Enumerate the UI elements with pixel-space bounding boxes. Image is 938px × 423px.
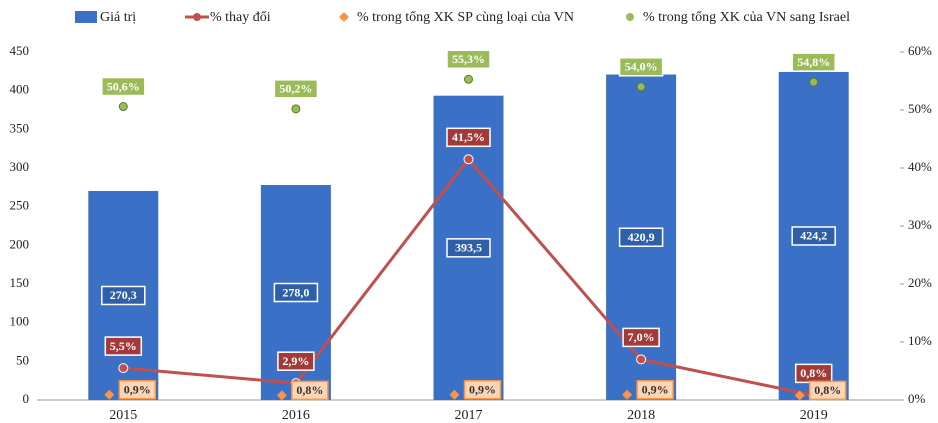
label-box xyxy=(791,52,836,72)
data-label: 50,6% xyxy=(107,79,140,93)
data-label: 0,9% xyxy=(469,383,496,397)
data-label: 54,8% xyxy=(797,55,830,69)
x-tick-label: 2017 xyxy=(455,408,483,423)
legend-label: Giá trị xyxy=(100,10,136,25)
x-tick-label: 2018 xyxy=(627,408,655,423)
label-box xyxy=(101,285,146,306)
point xyxy=(104,389,115,400)
point xyxy=(118,102,128,112)
y2-tick-label: 50% xyxy=(908,101,932,116)
x-tick-label: 2015 xyxy=(109,408,137,423)
data-label: 0,9% xyxy=(124,383,151,397)
label-box xyxy=(291,380,329,401)
y-tick-label: 200 xyxy=(10,236,30,251)
y-tick-label: 0 xyxy=(23,391,30,406)
y-tick-label: 50 xyxy=(16,352,29,367)
point xyxy=(809,77,819,87)
label-box xyxy=(101,76,146,97)
point xyxy=(449,389,460,400)
data-label: 424,2 xyxy=(800,229,827,243)
label-box xyxy=(273,282,319,303)
data-label: 0,8% xyxy=(814,383,841,397)
data-label: 41,5% xyxy=(452,130,485,144)
y2-tick-label: 10% xyxy=(908,333,932,348)
label-box xyxy=(618,57,664,77)
legend-label: % trong tổng XK của VN sang Israel xyxy=(643,10,850,25)
label-box xyxy=(618,227,664,248)
data-label: 50,2% xyxy=(279,82,312,96)
y2-tick-label: 40% xyxy=(908,159,932,174)
y-tick-label: 300 xyxy=(10,159,30,174)
data-label: 0,8% xyxy=(296,383,323,397)
data-label: 0,8% xyxy=(800,366,827,380)
point xyxy=(636,82,646,92)
label-box xyxy=(636,380,674,400)
legend-swatch xyxy=(75,11,97,23)
x-tick-label: 2019 xyxy=(800,408,828,423)
y-tick-label: 100 xyxy=(10,314,30,329)
y2-tick-label: 0% xyxy=(908,391,926,406)
y-tick-label: 450 xyxy=(10,43,30,58)
label-box xyxy=(277,351,315,371)
label-box xyxy=(446,127,491,148)
legend-swatch xyxy=(193,13,201,21)
label-box xyxy=(808,380,847,401)
legend-label: % thay đổi xyxy=(210,10,271,25)
label-box xyxy=(791,226,836,246)
data-label: 393,5 xyxy=(455,241,482,255)
y-tick-label: 400 xyxy=(10,82,30,97)
y2-tick-label: 20% xyxy=(908,275,932,290)
label-box xyxy=(104,336,143,356)
point xyxy=(622,389,633,400)
point xyxy=(464,74,473,84)
point xyxy=(291,104,301,114)
line-point xyxy=(463,154,474,165)
point xyxy=(276,390,287,401)
y2-tick-label: 60% xyxy=(908,43,932,58)
y2-tick-label: 30% xyxy=(908,217,932,232)
label-box xyxy=(463,380,502,400)
label-box xyxy=(446,49,491,70)
label-box xyxy=(622,327,660,348)
legend-label: % trong tổng XK SP cùng loại của VN xyxy=(357,10,574,25)
y-tick-label: 350 xyxy=(10,120,30,135)
x-tick-label: 2016 xyxy=(282,408,310,423)
data-label: 5,5% xyxy=(110,339,137,353)
data-label: 2,9% xyxy=(282,354,309,368)
label-box xyxy=(118,380,157,400)
y-tick-label: 150 xyxy=(10,275,30,290)
data-label: 7,0% xyxy=(628,330,655,344)
data-label: 420,9 xyxy=(628,230,655,244)
line-point xyxy=(636,354,647,365)
data-label: 270,3 xyxy=(110,288,137,302)
data-label: 278,0 xyxy=(282,285,309,299)
point xyxy=(794,390,805,401)
label-box xyxy=(273,79,319,99)
line-point xyxy=(118,363,129,374)
y-tick-label: 250 xyxy=(10,198,30,213)
data-label: 0,9% xyxy=(642,383,669,397)
legend-swatch xyxy=(339,12,349,22)
data-label: 54,0% xyxy=(625,60,658,74)
legend-swatch xyxy=(626,13,634,21)
label-box xyxy=(446,238,491,258)
data-label: 55,3% xyxy=(452,52,485,66)
